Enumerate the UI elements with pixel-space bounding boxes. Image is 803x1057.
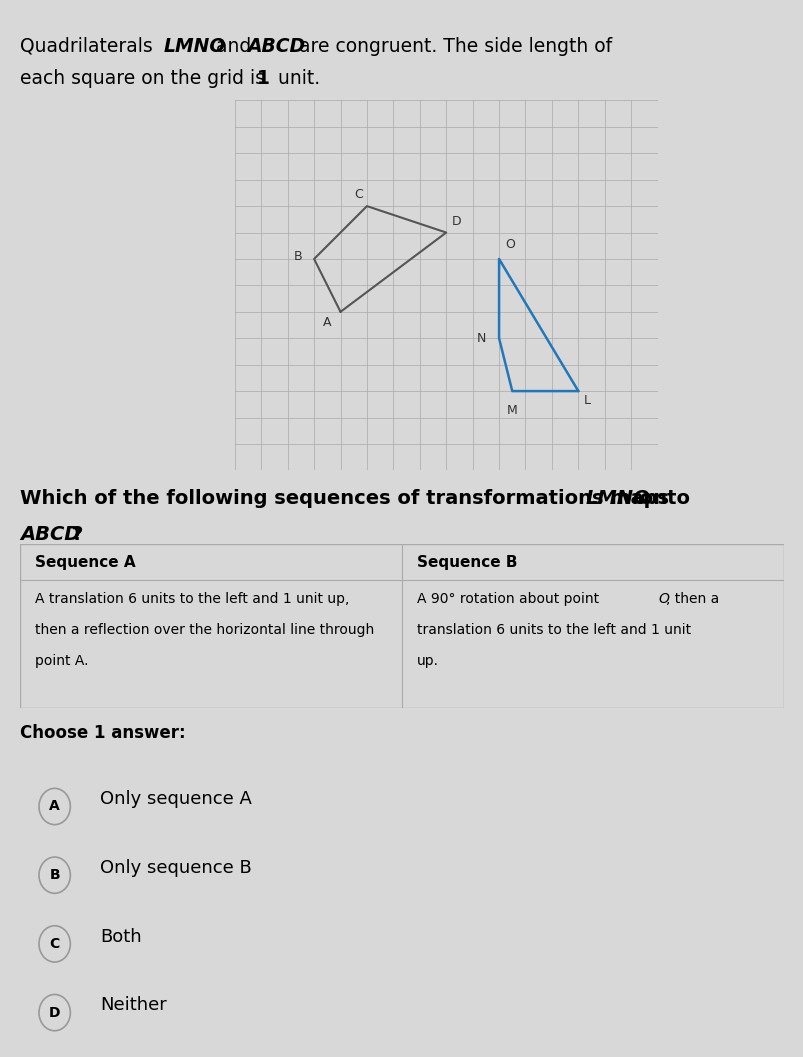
Text: up.: up. [417,654,438,668]
Text: Quadrilaterals: Quadrilaterals [20,37,159,56]
Text: ?: ? [71,525,83,544]
Text: C: C [354,188,363,201]
Text: onto: onto [632,489,689,508]
Text: are congruent. The side length of: are congruent. The side length of [293,37,612,56]
Text: translation 6 units to the left and 1 unit: translation 6 units to the left and 1 un… [417,623,691,637]
Text: L: L [583,393,590,407]
Text: 1: 1 [257,69,270,88]
Text: B: B [294,249,302,263]
Text: M: M [506,404,517,418]
Text: unit.: unit. [271,69,320,88]
Text: A: A [49,799,60,814]
Text: Sequence A: Sequence A [35,555,136,570]
Text: Choose 1 answer:: Choose 1 answer: [20,724,185,742]
Text: ABCD: ABCD [247,37,304,56]
Text: LMNO: LMNO [163,37,226,56]
Text: , then a: , then a [666,592,719,606]
Text: A 90° rotation about point: A 90° rotation about point [417,592,603,606]
Text: O: O [658,592,669,606]
Text: Which of the following sequences of transformations maps: Which of the following sequences of tran… [20,489,675,508]
Text: Neither: Neither [100,996,167,1015]
Text: Only sequence A: Only sequence A [100,790,252,809]
Text: B: B [49,868,60,883]
Text: each square on the grid is: each square on the grid is [20,69,271,88]
Text: point A.: point A. [35,654,89,668]
Text: C: C [50,937,59,951]
Text: D: D [49,1005,60,1020]
Text: A translation 6 units to the left and 1 unit up,: A translation 6 units to the left and 1 … [35,592,349,606]
Text: ABCD: ABCD [20,525,80,544]
Text: A: A [323,316,331,329]
Text: Sequence B: Sequence B [417,555,517,570]
Text: D: D [451,216,461,228]
Text: N: N [476,332,485,345]
Text: Both: Both [100,927,142,946]
Text: O: O [505,238,515,251]
Text: LMNO: LMNO [585,489,650,508]
Text: then a reflection over the horizontal line through: then a reflection over the horizontal li… [35,623,374,637]
Text: Only sequence B: Only sequence B [100,858,252,877]
Text: and: and [210,37,257,56]
